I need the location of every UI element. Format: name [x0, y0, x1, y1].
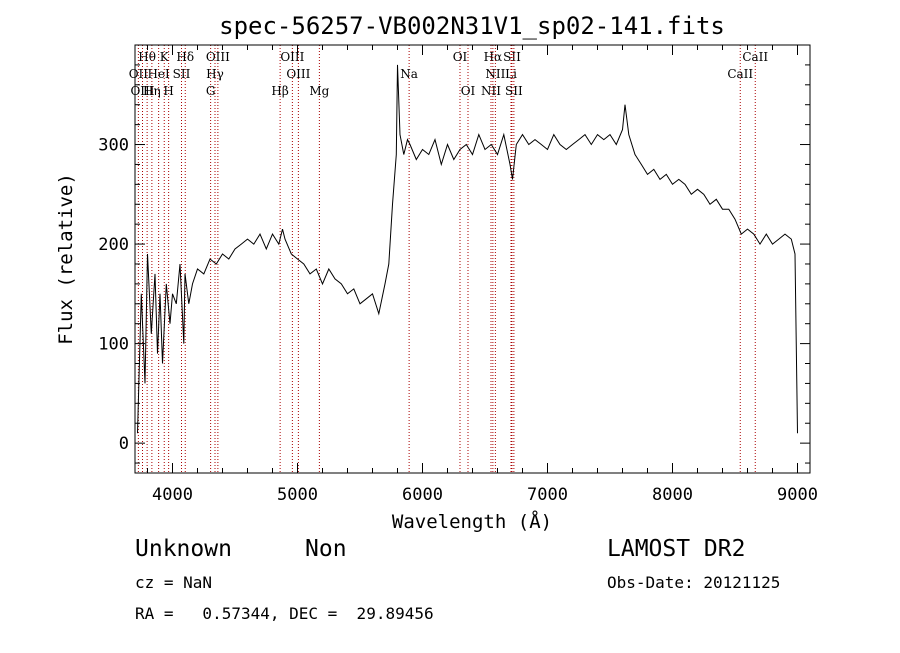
survey-name: LAMOST DR2 [607, 536, 746, 562]
marker-label: SII [505, 84, 523, 98]
marker-label: Na [400, 67, 418, 81]
marker-label: CaII [727, 67, 753, 81]
marker-label: HeI [147, 67, 170, 81]
marker-label: OIII [130, 84, 154, 98]
marker-label: Hη [143, 84, 161, 98]
marker-label: G [206, 84, 216, 98]
ra-dec: RA = 0.57344, DEC = 29.89456 [135, 604, 434, 623]
marker-label: OIII [286, 67, 310, 81]
redshift-cz: cz = NaN [135, 573, 213, 592]
x-tick-label: 5000 [277, 485, 318, 505]
plot-frame [134, 44, 811, 474]
marker-label: OIII [280, 50, 304, 64]
x-tick-label: 4000 [152, 485, 193, 505]
x-axis-label: Wavelength (Å) [392, 510, 552, 533]
marker-label: Li [505, 67, 517, 81]
marker-label: NII [481, 84, 501, 98]
marker-label: CaII [742, 50, 768, 64]
axes: 4000 5000 6000 7000 8000 9000 0 100 200 300 [98, 45, 818, 505]
marker-label: SII [173, 67, 191, 81]
marker-label: H [163, 84, 173, 98]
marker-label: Hγ [206, 67, 224, 81]
marker-label: Hδ [176, 50, 194, 64]
y-axis-label: Flux (relative) [55, 173, 77, 345]
x-tick-label: 7000 [527, 485, 568, 505]
marker-label: OIII [206, 50, 230, 64]
obs-date: Obs-Date: 20121125 [607, 573, 781, 592]
y-tick-label: 200 [98, 235, 129, 255]
marker-label: Hβ [271, 84, 288, 98]
y-tick-label: 100 [98, 335, 129, 355]
y-tick-label: 0 [119, 434, 129, 454]
marker-label: Mg [309, 84, 329, 98]
spectrum-series [137, 64, 798, 434]
marker-label: OII [129, 67, 149, 81]
chart-title: spec-56257-VB002N31V1_sp02-141.fits [219, 12, 725, 40]
y-tick-label: 300 [98, 136, 129, 156]
marker-label: OI [453, 50, 468, 64]
x-tick-label: 8000 [652, 485, 693, 505]
marker-label: Hθ [138, 50, 156, 64]
marker-label: Hα [484, 50, 503, 64]
marker-label: NII [485, 67, 505, 81]
marker-label: SII [503, 50, 521, 64]
object-class: Unknown [135, 536, 232, 562]
object-subclass: Non [305, 536, 347, 562]
marker-label: K [160, 50, 170, 64]
series-line [137, 64, 798, 434]
x-tick-label: 6000 [402, 485, 443, 505]
marker-label: OI [461, 84, 476, 98]
x-tick-label: 9000 [777, 485, 818, 505]
